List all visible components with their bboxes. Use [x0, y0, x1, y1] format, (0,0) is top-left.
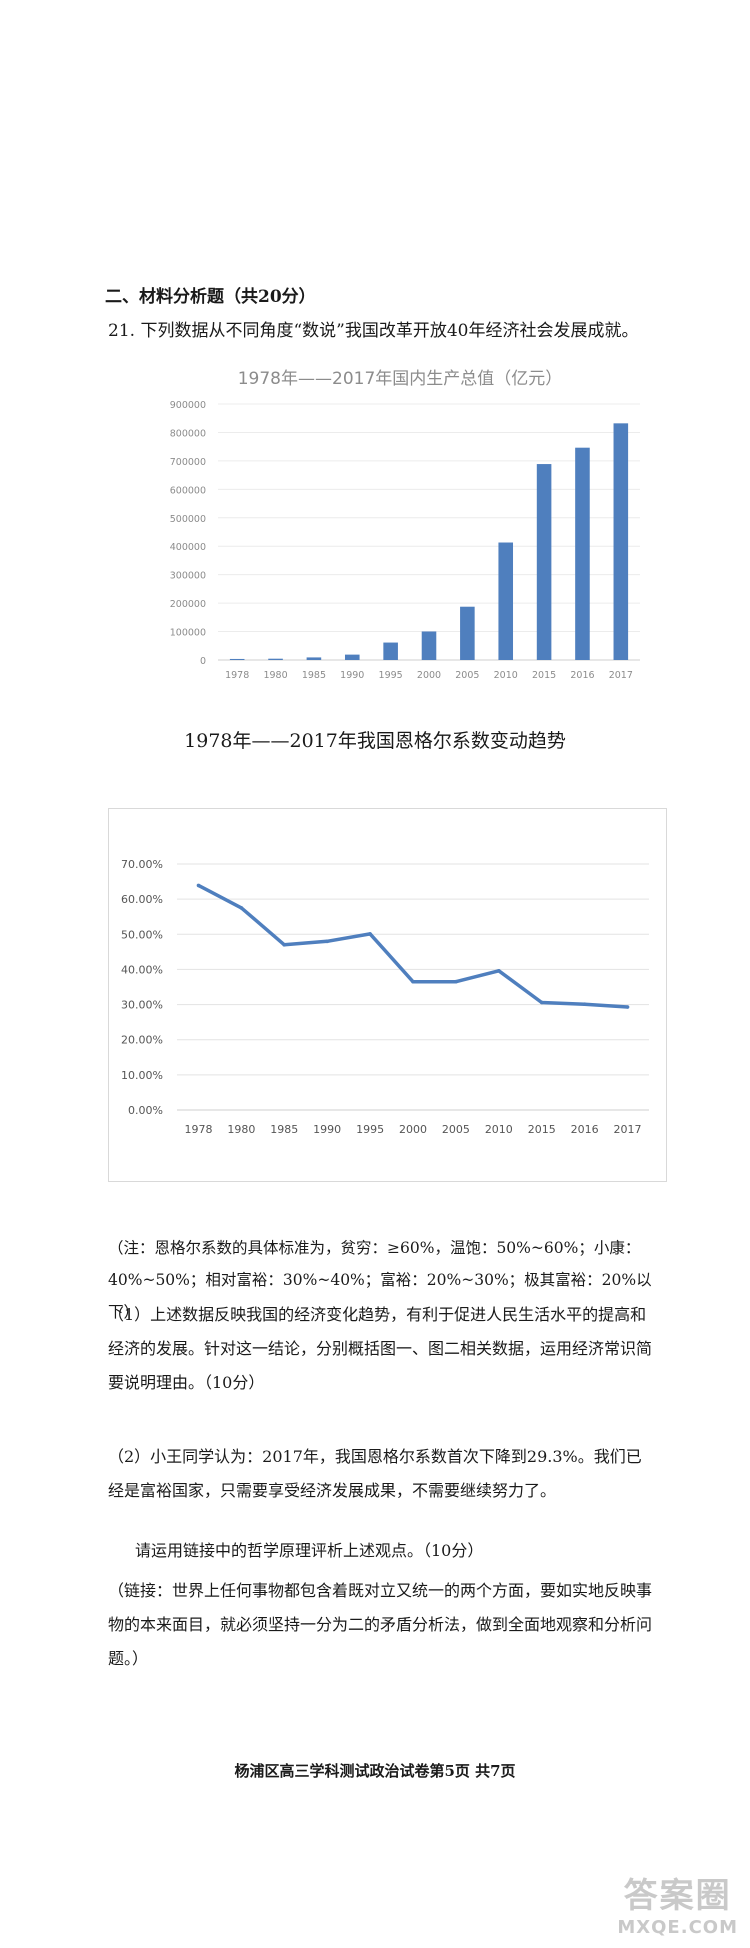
- gdp-y-tick-label: 300000: [170, 571, 206, 582]
- gdp-bar-1995: [383, 642, 398, 660]
- engel-point-1980: [239, 906, 244, 910]
- gdp-chart-svg: 1978年——2017年国内生产总值（亿元） 0 100000 200000 3000…: [170, 369, 640, 681]
- sub-question-2: （2）小王同学认为：2017年，我国恩格尔系数首次下降到29.3%。我们已经是富…: [108, 1447, 642, 1500]
- engel-y-tick-label: 40.00%: [121, 963, 163, 976]
- engel-point-2016: [582, 1002, 587, 1007]
- engel-point-2000: [411, 979, 415, 984]
- gdp-x-tick-label: 2010: [494, 670, 518, 681]
- watermark-main: 答案圈: [623, 1876, 732, 1916]
- gdp-bar-1978: [229, 658, 245, 660]
- engel-chart-svg: 0.00% 10.00% 20.00% 30.00% 40.00% 50.00% 60.00…: [121, 858, 649, 1136]
- engel-y-tick-label: 10.00%: [121, 1069, 163, 1082]
- engel-x-tick-label: 1978: [184, 1123, 212, 1136]
- engel-point-1978: [196, 883, 201, 888]
- engel-x-tick-label: 2010: [485, 1123, 513, 1136]
- engel-x-tick-label: 1980: [227, 1123, 255, 1136]
- engel-y-tick-label: 50.00%: [121, 928, 163, 941]
- gdp-x-tick-label: 1990: [340, 670, 364, 681]
- engel-series-line: [197, 883, 628, 1009]
- sub-question-2-task: 请运用链接中的哲学原理评析上述观点。（10分）: [135, 1541, 484, 1560]
- gdp-y-tick-label: 700000: [170, 457, 206, 468]
- gdp-bar-chart: 1978年——2017年国内生产总值（亿元） 0 100000 200000 3000…: [150, 362, 650, 692]
- engel-x-tick-label: 2000: [399, 1123, 427, 1136]
- gdp-bar-2010: [498, 542, 514, 660]
- gdp-bar-2017: [613, 423, 629, 660]
- engel-standard-note: （注：恩格尔系数的具体标准为，贫穷：≥60%，温饱：50%~60%；小康：40%…: [108, 1239, 652, 1321]
- engel-point-1985: [282, 943, 287, 947]
- engel-y-tick-label: 0.00%: [128, 1104, 163, 1117]
- engel-x-tick-label: 2005: [442, 1123, 470, 1136]
- gdp-chart-title: 1978年——2017年国内生产总值（亿元）: [238, 369, 563, 389]
- gdp-x-tick-label: 1995: [379, 670, 403, 681]
- gdp-y-tick-label: 200000: [170, 599, 206, 610]
- gdp-y-tick-label: 100000: [170, 628, 206, 639]
- section-title: 二、材料分析题（共20分）: [105, 287, 316, 307]
- sub-question-1: （1）上述数据反映我国的经济变化趋势，有利于促进人民生活水平的提高和经济的发展。…: [108, 1305, 653, 1392]
- engel-x-tick-label: 2017: [614, 1123, 642, 1136]
- gdp-bar-1985: [306, 657, 322, 660]
- watermark-sub: MXQE.COM: [617, 1917, 738, 1938]
- engel-y-tick-label: 30.00%: [121, 999, 163, 1012]
- gdp-x-tick-label: 2000: [417, 670, 441, 681]
- gdp-bar-2005: [460, 606, 475, 660]
- question-stem: 21. 下列数据从不同角度“数说”我国改革开放40年经济社会发展成就。: [108, 321, 639, 341]
- engel-x-tick-label: 1995: [356, 1123, 384, 1136]
- engel-point-2010: [497, 969, 501, 973]
- engel-x-tick-label: 2016: [571, 1123, 599, 1136]
- gdp-x-tick-label: 2015: [532, 670, 556, 681]
- engel-chart-title: 1978年——2017年我国恩格尔系数变动趋势: [184, 730, 566, 752]
- gdp-y-tick-label: 600000: [170, 485, 206, 496]
- gdp-x-tick-label: 2005: [455, 670, 479, 681]
- gdp-y-tick-label: 800000: [170, 428, 206, 439]
- gdp-y-tick-label: 400000: [170, 542, 206, 553]
- engel-point-1990: [325, 939, 329, 944]
- gdp-x-tick-label: 1978: [225, 670, 249, 681]
- page-footer: 杨浦区高三学科测试政治试卷第5页 共7页: [234, 1762, 516, 1780]
- gdp-x-tick-label: 2016: [570, 670, 594, 681]
- engel-x-tick-label: 2015: [528, 1123, 556, 1136]
- gdp-bar-1980: [268, 658, 283, 660]
- engel-y-tick-label: 20.00%: [121, 1034, 163, 1047]
- gdp-bar-2000: [421, 631, 437, 660]
- engel-point-2015: [539, 1000, 544, 1005]
- gdp-bar-1990: [344, 654, 360, 660]
- engel-y-tick-label: 60.00%: [121, 893, 163, 906]
- gdp-x-tick-label: 2017: [609, 670, 633, 681]
- engel-x-tick-label: 1990: [313, 1123, 341, 1136]
- engel-x-tick-label: 1985: [270, 1123, 298, 1136]
- engel-y-tick-label: 70.00%: [121, 858, 163, 871]
- gdp-y-tick-label: 500000: [170, 514, 206, 525]
- gdp-y-tick-label: 0: [200, 656, 206, 667]
- gdp-bar-2016: [575, 447, 590, 660]
- gdp-y-tick-label: 900000: [170, 400, 206, 411]
- gdp-x-tick-label: 1980: [263, 670, 287, 681]
- gdp-bar-2015: [536, 464, 552, 660]
- link-material: （链接：世界上任何事物都包含着既对立又统一的两个方面，要如实地反映事物的本来面目…: [108, 1581, 653, 1668]
- gdp-x-tick-label: 1985: [302, 670, 326, 681]
- engel-point-2017: [625, 1005, 630, 1009]
- engel-point-2005: [454, 979, 458, 984]
- engel-point-1995: [368, 932, 372, 936]
- watermark-logo: 答案圈 MXQE.COM: [617, 1868, 738, 1938]
- engel-line-chart: 0.00% 10.00% 20.00% 30.00% 40.00% 50.00% 60.00…: [108, 808, 667, 1182]
